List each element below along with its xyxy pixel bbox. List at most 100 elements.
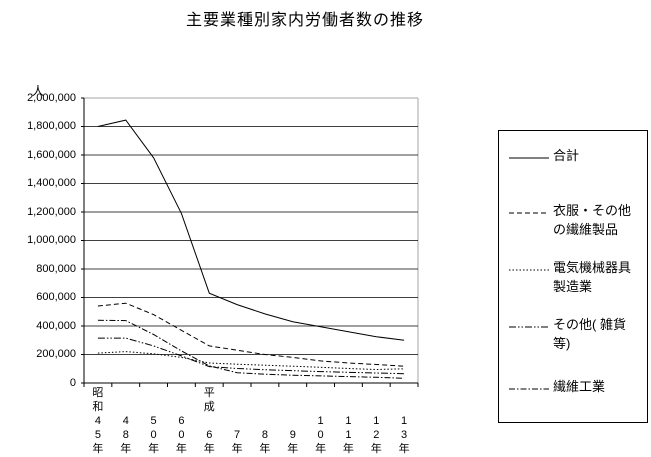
legend-line-sample bbox=[509, 388, 549, 390]
x-tick-label-row: 年 bbox=[370, 443, 382, 455]
x-tick-label-row: 7 bbox=[234, 429, 241, 441]
x-tick-label-row: 年 bbox=[120, 443, 132, 455]
legend-label: 繊維工業 bbox=[553, 379, 606, 394]
y-tick-label: 1,800,000 bbox=[27, 120, 76, 132]
x-tick-label: 5 0 年 bbox=[140, 386, 168, 456]
x-tick-label-row bbox=[279, 386, 307, 400]
x-tick-label-row: 1 bbox=[401, 415, 408, 427]
series-line-dashed bbox=[97, 302, 405, 367]
x-tick-label-row bbox=[195, 414, 223, 428]
x-tick-label-row: 1 bbox=[345, 429, 352, 441]
legend-line-sample bbox=[509, 269, 549, 271]
legend-label: 合計 bbox=[553, 148, 580, 163]
x-tick-label-row bbox=[140, 400, 168, 414]
x-tick-label-row: 4 bbox=[122, 415, 129, 427]
x-tick-label-row bbox=[334, 400, 362, 414]
chart-title: 主要業種別家内労働者数の推移 bbox=[185, 12, 424, 29]
x-tick-label-row: 0 bbox=[178, 429, 185, 441]
x-tick-label: 1 2 年 bbox=[362, 386, 390, 456]
x-tick-label-row: 3 bbox=[401, 429, 408, 441]
x-tick-label-row bbox=[251, 400, 279, 414]
legend-label: 電気機械器具 製造業 bbox=[553, 260, 632, 294]
x-tick-label-row bbox=[390, 400, 418, 414]
x-tick-label-row bbox=[362, 386, 390, 400]
x-tick-label: 4 8 年 bbox=[112, 386, 140, 456]
x-tick-label: 1 3 年 bbox=[390, 386, 418, 456]
series-line-dash-dot-dot bbox=[97, 337, 405, 375]
x-tick-label-row bbox=[167, 400, 195, 414]
x-tick-label-row bbox=[112, 400, 140, 414]
y-tick-label: 2,000,000 bbox=[27, 91, 76, 104]
x-tick-label-row: 年 bbox=[342, 443, 354, 455]
x-tick-label-row bbox=[307, 400, 335, 414]
x-tick-label-row: 和 bbox=[92, 401, 104, 413]
y-tick-label: 1,400,000 bbox=[27, 177, 76, 189]
y-tick-label: 1,200,000 bbox=[27, 205, 76, 218]
x-tick-label-row: 年 bbox=[315, 443, 327, 455]
x-tick-label-row: 0 bbox=[317, 429, 324, 441]
x-tick-label-row: 0 bbox=[150, 429, 157, 441]
x-tick-label-row bbox=[251, 414, 279, 428]
x-tick-label-row: 1 bbox=[373, 415, 380, 427]
x-tick-label-row: 8 bbox=[122, 429, 129, 441]
legend-item: 合計 bbox=[509, 146, 643, 165]
y-tick-label: 1,600,000 bbox=[27, 148, 76, 161]
x-tick-label-row: 年 bbox=[287, 443, 299, 455]
legend-label: 衣服・その他 の繊維製品 bbox=[553, 203, 632, 237]
y-axis-unit-label: 人 bbox=[31, 84, 44, 98]
x-tick-label-row bbox=[307, 386, 335, 400]
x-tick-label-row bbox=[362, 400, 390, 414]
y-tick-label: 400,000 bbox=[36, 319, 76, 332]
x-tick-label-row: 8 bbox=[261, 429, 268, 441]
x-tick-label-row bbox=[251, 386, 279, 400]
legend-line-sample bbox=[509, 212, 549, 214]
legend-item: 繊維工業 bbox=[509, 377, 643, 396]
x-tick-label-row bbox=[279, 400, 307, 414]
y-tick-label: 1,000,000 bbox=[27, 234, 76, 246]
x-tick-label-row bbox=[140, 386, 168, 400]
x-tick-label-row: 1 bbox=[317, 415, 324, 427]
x-tick-label-row: 9 bbox=[289, 429, 296, 441]
x-tick-label-row: 年 bbox=[92, 443, 104, 455]
x-tick-label: 6 0 年 bbox=[167, 386, 195, 456]
x-tick-label-row: 1 bbox=[345, 415, 352, 427]
series-line-dash-dot bbox=[97, 319, 405, 379]
x-tick-label: 1 1 年 bbox=[334, 386, 362, 456]
series-line-dotted bbox=[97, 351, 405, 371]
x-tick-label-row: 5 bbox=[94, 429, 101, 441]
x-tick-label-row: 年 bbox=[148, 443, 160, 455]
x-tick-label: 昭和 4 5 年 bbox=[84, 386, 112, 456]
legend-line-sample bbox=[509, 326, 549, 328]
x-tick-label-row bbox=[279, 414, 307, 428]
x-tick-label-row bbox=[167, 386, 195, 400]
legend-item: その他( 雑貨 等) bbox=[509, 315, 643, 353]
x-tick-label-row: 年 bbox=[398, 443, 410, 455]
x-tick-label-row: 2 bbox=[373, 429, 380, 441]
legend-item: 電気機械器具 製造業 bbox=[509, 258, 643, 296]
series-line-solid bbox=[97, 119, 405, 341]
x-tick-label-row: 4 bbox=[94, 415, 101, 427]
x-tick-label-row bbox=[390, 386, 418, 400]
x-tick-label-row bbox=[334, 386, 362, 400]
x-tick-label-row: 年 bbox=[203, 443, 215, 455]
x-tick-label-row bbox=[223, 400, 251, 414]
legend-box: 合計衣服・その他 の繊維製品 電気機械器具 製造業その他( 雑貨 等) 繊維工業 bbox=[498, 130, 648, 423]
y-tick-label: 0 bbox=[69, 376, 76, 389]
x-tick-label-row: 年 bbox=[175, 443, 187, 455]
x-tick-label-row: 6 bbox=[178, 415, 185, 427]
x-tick-label-row: 年 bbox=[231, 443, 243, 455]
x-tick-label-row bbox=[112, 386, 140, 400]
x-tick-label-row: 5 bbox=[150, 415, 157, 427]
x-tick-label: 1 0 年 bbox=[307, 386, 335, 456]
legend-line-sample bbox=[509, 157, 549, 159]
x-tick-label-row: 昭 bbox=[92, 387, 104, 399]
x-tick-label-row bbox=[223, 386, 251, 400]
x-tick-label: 平成 6 年 bbox=[195, 386, 223, 456]
x-tick-label-row: 年 bbox=[259, 443, 271, 455]
y-tick-label: 600,000 bbox=[36, 291, 76, 303]
x-tick-label-row: 6 bbox=[206, 429, 213, 441]
